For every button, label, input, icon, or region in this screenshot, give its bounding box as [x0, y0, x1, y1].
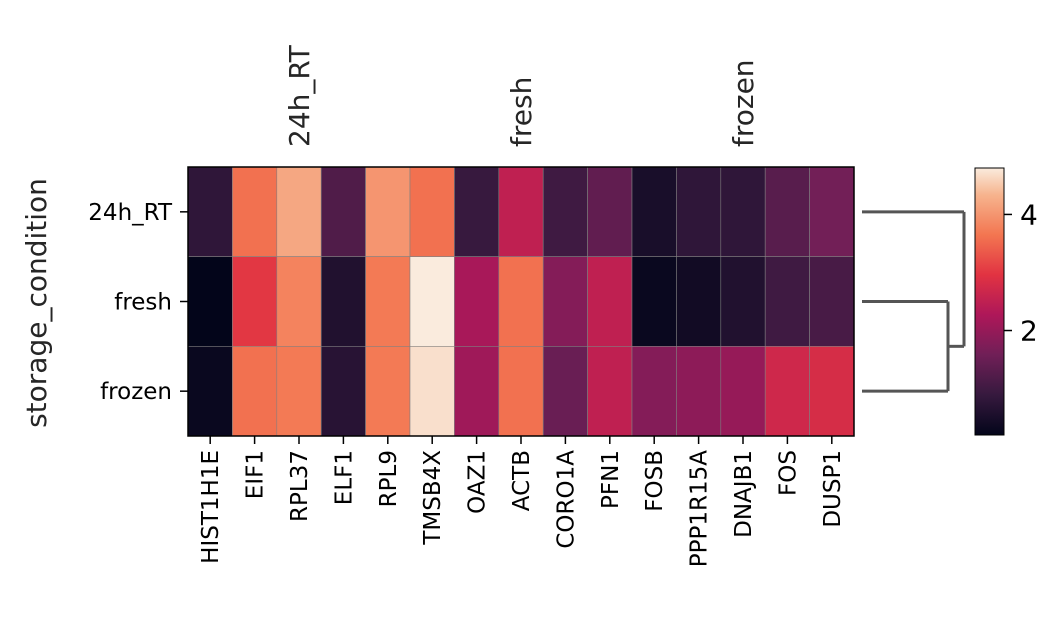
heatmap-cell [232, 256, 278, 347]
heatmap-cell [631, 166, 677, 257]
group-labels: 24h_RT fresh frozen [283, 44, 760, 147]
heatmap-cell [764, 256, 810, 347]
heatmap-cell [809, 346, 855, 437]
heatmap-cell [631, 256, 677, 347]
heatmap-cell [187, 166, 233, 257]
heatmap-cell [498, 166, 544, 257]
row-label: 24h_RT [88, 200, 173, 226]
heatmap-cell [676, 346, 722, 437]
heatmap-cell [409, 256, 455, 347]
heatmap-cell [542, 346, 588, 437]
column-label: EIF1 [243, 450, 269, 499]
colorbar-tick-label: 2 [1020, 315, 1038, 348]
heatmap-cell [232, 166, 278, 257]
heatmap-cells [187, 166, 855, 437]
heatmap-cell [454, 346, 500, 437]
heatmap-cell [542, 256, 588, 347]
row-label: fresh [114, 290, 172, 316]
column-label: PPP1R15A [687, 450, 713, 567]
heatmap-cell [232, 346, 278, 437]
column-label: CORO1A [553, 450, 579, 549]
column-label: RPL37 [287, 450, 313, 522]
column-label: OAZ1 [465, 450, 491, 514]
heatmap-cell [764, 346, 810, 437]
colorbar-tick-label: 4 [1020, 198, 1038, 231]
heatmap-cell [676, 166, 722, 257]
heatmap-cell [365, 346, 411, 437]
column-label: ELF1 [331, 450, 357, 505]
heatmap-cell [587, 346, 633, 437]
heatmap-cell [320, 256, 366, 347]
column-label: PFN1 [598, 450, 624, 509]
column-label: FOS [775, 450, 801, 496]
group-label: frozen [727, 59, 760, 147]
heatmap-cell [276, 346, 322, 437]
colorbar-ticks: 24 [1004, 198, 1038, 348]
heatmap-cell [187, 256, 233, 347]
heatmap-cell [587, 256, 633, 347]
heatmap-cell [187, 346, 233, 437]
column-label: ACTB [509, 450, 535, 511]
heatmap-cell [276, 256, 322, 347]
row-dendrogram [862, 210, 966, 393]
heatmap-cell [454, 256, 500, 347]
y-axis-label: storage_condition [20, 178, 53, 428]
group-label: 24h_RT [283, 44, 316, 147]
heatmap-cell [542, 166, 588, 257]
heatmap-cell [320, 346, 366, 437]
heatmap-cell [720, 166, 766, 257]
column-label: FOSB [642, 450, 668, 512]
heatmap-cell [631, 346, 677, 437]
heatmap-cell [587, 166, 633, 257]
heatmap-cell [676, 256, 722, 347]
row-label: frozen [100, 379, 172, 405]
heatmap-cell [365, 256, 411, 347]
group-label: fresh [505, 77, 538, 147]
heatmap-cell [720, 256, 766, 347]
column-label: TMSB4X [420, 450, 446, 546]
heatmap-cell [454, 166, 500, 257]
column-label: HIST1H1E [198, 450, 224, 564]
heatmap-frame [187, 166, 855, 437]
heatmap-cell [320, 166, 366, 257]
heatmap-cell [809, 166, 855, 257]
heatmap-cell [365, 166, 411, 257]
column-label: RPL9 [376, 450, 402, 507]
column-label: DNAJB1 [731, 450, 757, 538]
column-labels: HIST1H1E EIF1 RPL37 ELF1 RPL9 TMSB4X OAZ1 ACTB C… [198, 436, 846, 567]
heatmap-cell [498, 346, 544, 437]
column-label: DUSP1 [820, 450, 846, 528]
colorbar [974, 167, 1005, 436]
heatmap-cell [809, 256, 855, 347]
heatmap-cell [764, 166, 810, 257]
heatmap-cell [409, 166, 455, 257]
heatmap-cell [498, 256, 544, 347]
heatmap-cell [720, 346, 766, 437]
heatmap-cell [409, 346, 455, 437]
heatmap-cell [276, 166, 322, 257]
